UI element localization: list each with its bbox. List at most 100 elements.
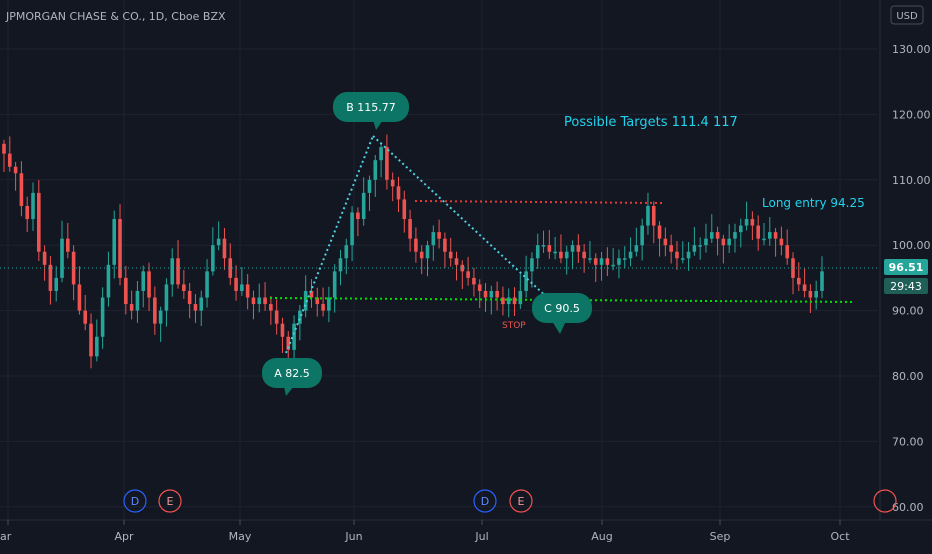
candle[interactable] xyxy=(19,161,24,217)
callout-c[interactable]: C 90.5 xyxy=(532,293,592,334)
candle[interactable] xyxy=(89,313,93,369)
candle[interactable] xyxy=(605,247,610,276)
candle[interactable] xyxy=(617,249,621,279)
candle[interactable] xyxy=(37,179,41,262)
candle[interactable] xyxy=(559,234,563,264)
candle[interactable] xyxy=(54,266,59,302)
candle[interactable] xyxy=(570,240,575,270)
candle[interactable] xyxy=(483,283,488,312)
candles[interactable] xyxy=(0,134,878,369)
candle[interactable] xyxy=(680,241,685,264)
candle[interactable] xyxy=(25,196,30,232)
candle[interactable] xyxy=(77,266,82,315)
candle[interactable] xyxy=(466,256,470,286)
candle[interactable] xyxy=(657,221,662,257)
candle[interactable] xyxy=(750,211,755,241)
candle[interactable] xyxy=(448,237,453,267)
time-axis[interactable]: ar Apr May Jun Jul Aug Sep Oct xyxy=(0,519,932,543)
candle[interactable] xyxy=(692,226,697,256)
candle[interactable] xyxy=(367,175,372,211)
candle[interactable] xyxy=(199,290,204,327)
candle[interactable] xyxy=(373,154,378,197)
candle[interactable] xyxy=(535,233,540,269)
candle[interactable] xyxy=(588,240,592,264)
candle[interactable] xyxy=(576,234,581,264)
candle[interactable] xyxy=(193,294,198,323)
candle[interactable] xyxy=(512,287,517,316)
candle[interactable] xyxy=(298,305,302,341)
candle[interactable] xyxy=(524,255,528,298)
candle[interactable] xyxy=(309,279,314,308)
candle[interactable] xyxy=(390,172,395,202)
candle[interactable] xyxy=(83,294,88,331)
dividend-marker-1[interactable]: D xyxy=(123,489,147,513)
candle[interactable] xyxy=(182,270,186,299)
candle[interactable] xyxy=(344,238,349,275)
candle[interactable] xyxy=(686,242,691,271)
candle[interactable] xyxy=(2,139,6,172)
candle[interactable] xyxy=(419,245,424,275)
candle[interactable] xyxy=(773,227,778,257)
candle[interactable] xyxy=(553,237,557,260)
candle[interactable] xyxy=(66,222,70,259)
candle[interactable] xyxy=(176,240,180,289)
candle[interactable] xyxy=(744,201,749,231)
candle[interactable] xyxy=(71,245,76,301)
candle[interactable] xyxy=(425,240,430,277)
candle[interactable] xyxy=(361,177,366,226)
candle[interactable] xyxy=(414,227,418,263)
candle[interactable] xyxy=(454,251,459,281)
candle[interactable] xyxy=(350,206,354,262)
candle[interactable] xyxy=(460,260,465,290)
candle[interactable] xyxy=(234,265,238,301)
candle[interactable] xyxy=(269,296,273,325)
candle[interactable] xyxy=(593,253,598,282)
candle[interactable] xyxy=(13,161,18,191)
candle[interactable] xyxy=(31,182,35,231)
candle[interactable] xyxy=(216,221,221,251)
candle[interactable] xyxy=(263,282,267,311)
candle[interactable] xyxy=(280,317,285,354)
candle[interactable] xyxy=(698,237,702,260)
candle[interactable] xyxy=(245,273,250,310)
candle[interactable] xyxy=(762,223,766,246)
candle[interactable] xyxy=(802,268,807,298)
candle[interactable] xyxy=(396,176,401,213)
candle[interactable] xyxy=(704,223,708,253)
candle[interactable] xyxy=(518,273,523,310)
candle[interactable] xyxy=(727,224,731,253)
candle[interactable] xyxy=(106,251,111,307)
candle[interactable] xyxy=(251,290,256,320)
candle[interactable] xyxy=(205,259,209,308)
candle[interactable] xyxy=(564,245,569,275)
candle[interactable] xyxy=(738,218,743,248)
candle[interactable] xyxy=(222,227,227,270)
candle[interactable] xyxy=(611,248,615,271)
candle[interactable] xyxy=(779,226,784,256)
candle[interactable] xyxy=(634,227,639,257)
candle[interactable] xyxy=(42,245,47,281)
candle[interactable] xyxy=(820,256,824,299)
candle[interactable] xyxy=(118,204,122,286)
candle[interactable] xyxy=(663,227,668,257)
candle[interactable] xyxy=(547,230,552,259)
earnings-marker-1[interactable]: E xyxy=(158,489,182,513)
candle[interactable] xyxy=(501,286,505,316)
candle[interactable] xyxy=(431,225,436,261)
candle[interactable] xyxy=(402,190,407,233)
candle[interactable] xyxy=(187,282,192,319)
earnings-marker-2[interactable]: E xyxy=(509,489,533,513)
candle[interactable] xyxy=(211,227,215,276)
candle[interactable] xyxy=(808,284,813,314)
candle[interactable] xyxy=(733,223,737,253)
candle[interactable] xyxy=(622,246,627,269)
candle[interactable] xyxy=(240,267,244,296)
candle[interactable] xyxy=(646,192,650,235)
candle[interactable] xyxy=(767,217,772,246)
candle[interactable] xyxy=(228,243,233,286)
candle[interactable] xyxy=(640,218,644,261)
candle[interactable] xyxy=(356,207,360,237)
candle[interactable] xyxy=(506,288,511,318)
candle[interactable] xyxy=(814,280,818,310)
candle[interactable] xyxy=(141,265,146,308)
